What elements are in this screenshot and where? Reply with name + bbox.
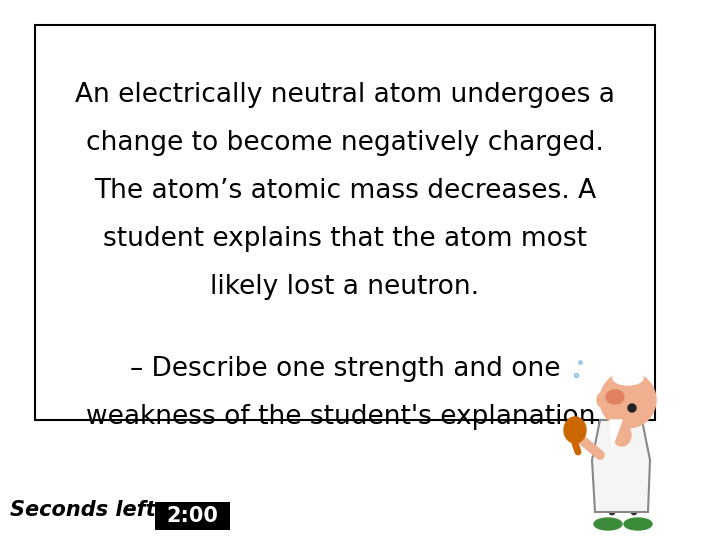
Text: likely lost a neutron.: likely lost a neutron. [210, 274, 480, 300]
Ellipse shape [606, 390, 624, 404]
Text: student explains that the atom most: student explains that the atom most [103, 226, 587, 252]
Text: weakness of the student's explanation.: weakness of the student's explanation. [86, 403, 604, 430]
Circle shape [600, 372, 656, 428]
Polygon shape [610, 420, 622, 448]
Ellipse shape [613, 424, 631, 446]
Ellipse shape [624, 518, 652, 530]
Text: – Describe one strength and one: – Describe one strength and one [130, 356, 560, 382]
Bar [155, 502, 230, 530]
Text: The atom’s atomic mass decreases. A: The atom’s atomic mass decreases. A [94, 178, 596, 204]
Ellipse shape [564, 417, 586, 443]
Text: Seconds left:: Seconds left: [10, 500, 164, 520]
Bar [35, 25, 655, 420]
Text: An electrically neutral atom undergoes a: An electrically neutral atom undergoes a [75, 82, 615, 108]
Ellipse shape [594, 518, 622, 530]
Circle shape [628, 404, 636, 412]
Ellipse shape [597, 393, 607, 407]
Ellipse shape [613, 371, 643, 385]
Text: change to become negatively charged.: change to become negatively charged. [86, 130, 604, 156]
Polygon shape [592, 420, 650, 512]
Text: 2:00: 2:00 [166, 506, 218, 526]
